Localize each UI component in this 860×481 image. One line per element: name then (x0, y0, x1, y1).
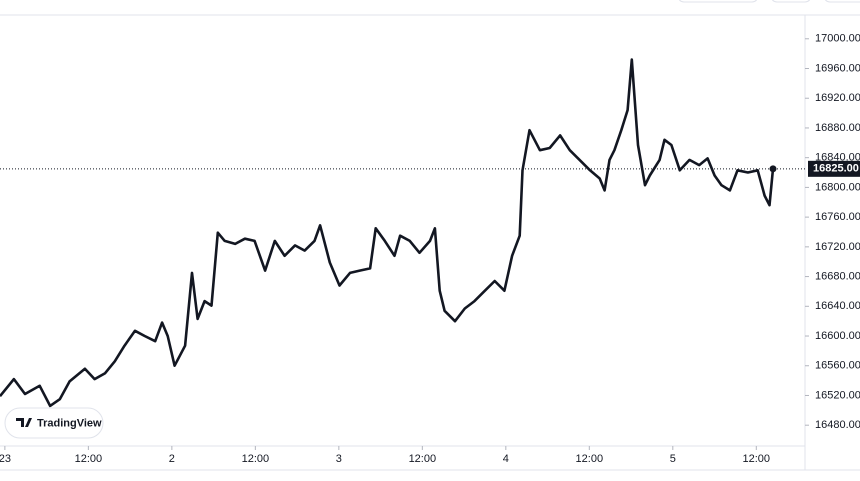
y-tick-label: 16760.00 (815, 211, 860, 223)
x-tick-label: 12:00 (75, 453, 103, 465)
x-tick-label: 12:00 (242, 453, 270, 465)
x-tick-label: 3 (336, 453, 342, 465)
x-tick-label: 12:00 (409, 453, 437, 465)
y-tick-label: 16680.00 (815, 270, 860, 282)
x-tick-label: 2 (169, 453, 175, 465)
y-tick-label: 16920.00 (815, 92, 860, 104)
toolbar-button[interactable] (678, 0, 758, 3)
y-tick-label: 16880.00 (815, 122, 860, 134)
watermark-text: TradingView (37, 417, 102, 429)
last-price-label: 16825.00 (813, 163, 859, 175)
toolbar-button[interactable] (824, 0, 860, 3)
y-tick-label: 16640.00 (815, 300, 860, 312)
y-tick-label: 16560.00 (815, 360, 860, 372)
y-tick-label: 16800.00 (815, 181, 860, 193)
y-tick-label: 16480.00 (815, 419, 860, 431)
y-tick-label: 16600.00 (815, 330, 860, 342)
plot-area (0, 58, 777, 408)
x-tick-label: 5 (670, 453, 676, 465)
toolbar-button[interactable] (771, 0, 811, 3)
last-point (769, 165, 777, 173)
watermark-logo (16, 418, 32, 427)
watermark-badge: TradingView (4, 407, 104, 439)
x-tick-label: 12:00 (743, 453, 771, 465)
last-price-box (808, 160, 860, 177)
x-tick-label: 4 (503, 453, 509, 465)
x-tick-label: 12:00 (576, 453, 604, 465)
y-tick-label: 16960.00 (815, 62, 860, 74)
y-tick-label: 17000.00 (815, 33, 860, 45)
watermark-box (4, 407, 104, 439)
x-tick-label: 23 (0, 453, 11, 465)
y-tick-label: 16840.00 (815, 152, 860, 164)
price-line (0, 58, 775, 408)
y-tick-label: 16520.00 (815, 389, 860, 401)
y-tick-label: 16720.00 (815, 241, 860, 253)
